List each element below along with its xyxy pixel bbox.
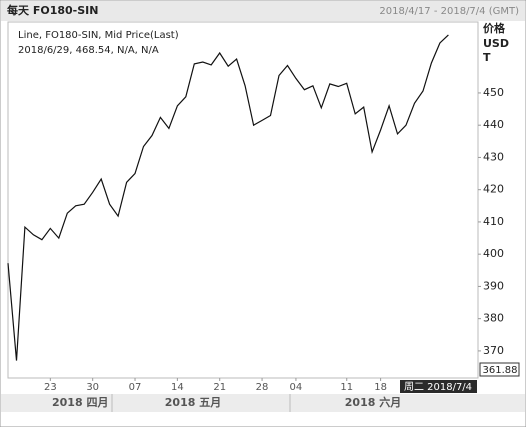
y-tick-label: 440 [483,118,504,131]
y-axis-label: USD [483,37,509,50]
legend-entry: Line, FO180-SIN, Mid Price(Last) [18,30,179,41]
legend-entry: 2018/6/29, 468.54, N/A, N/A [18,45,159,56]
x-tick-label: 07 [129,382,142,393]
x-tick-label: 28 [256,382,269,393]
x-tick-label: 23 [44,382,57,393]
value-box-label: 361.88 [483,365,518,376]
x-tick-label: 11 [340,382,353,393]
month-label: 2018 四月 [52,396,108,409]
x-tick-label: 18 [374,382,387,393]
month-label: 2018 六月 [345,395,401,409]
y-tick-label: 380 [483,312,504,325]
x-tick-label: 30 [86,382,99,393]
y-tick-label: 450 [483,86,504,99]
y-tick-label: 400 [483,247,504,260]
month-band [1,394,525,412]
y-tick-label: 430 [483,150,504,163]
date-range: 2018/4/17 - 2018/7/4 (GMT) [379,6,519,17]
x-tick-label: 14 [171,382,184,393]
x-tick-label: 04 [290,382,303,393]
cursor-label: 周二 2018/7/4 [404,381,472,393]
plot-area [7,21,479,379]
y-tick-label: 390 [483,279,504,292]
y-tick-label: 370 [483,344,504,357]
y-axis-label: T [483,51,491,64]
header-bar [1,1,525,21]
x-tick-label: 21 [213,382,226,393]
data-line [7,34,449,361]
value-box [479,362,520,377]
y-axis-label: 价格 [483,21,506,35]
month-label: 2018 五月 [165,396,221,409]
y-tick-label: 420 [483,183,504,196]
y-tick-label: 410 [483,215,504,228]
cursor-box [400,380,477,393]
chart-title: 每天 FO180-SIN [7,3,98,17]
